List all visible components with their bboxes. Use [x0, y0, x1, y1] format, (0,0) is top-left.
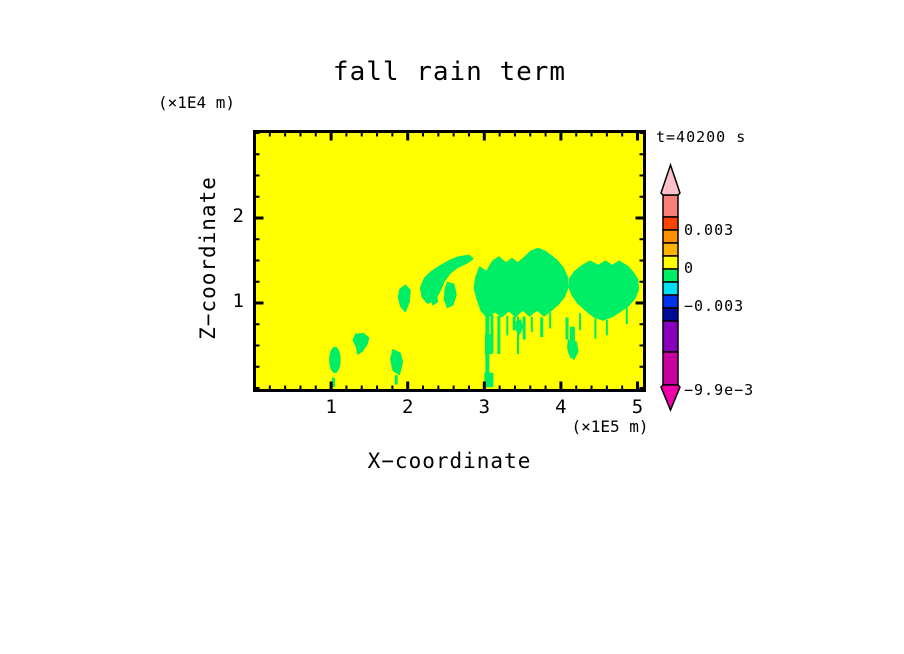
colorbar-label: 0	[684, 259, 695, 277]
colorbar-bottom-arrow	[660, 384, 681, 412]
colorbar-segment-8	[662, 307, 679, 322]
green-patch-right-mass	[568, 260, 640, 321]
z-axis-unit-label: (×1E4 m)	[158, 93, 236, 112]
z-tick-label: 2	[232, 205, 244, 227]
colorbar-segment-3	[662, 242, 679, 257]
colorbar-segment-1	[662, 216, 679, 231]
z-tick-label: 1	[232, 290, 244, 312]
green-patch-crescent-tail	[443, 281, 457, 309]
colorbar-segment-2	[662, 229, 679, 244]
chart-title: fall rain term	[332, 57, 567, 87]
colorbar-segment-0	[662, 194, 679, 218]
x-axis-title: X−coordinate	[367, 449, 532, 473]
green-patch-crescent-wing	[419, 254, 474, 304]
x-tick-label: 2	[401, 396, 414, 418]
z-axis-title: Z−coordinate	[196, 176, 220, 340]
colorbar-svg	[660, 162, 681, 412]
x-tick-label: 4	[555, 396, 567, 418]
x-tick-label: 1	[325, 396, 337, 418]
x-axis-unit-label: (×1E5 m)	[571, 417, 649, 436]
colorbar-segment-4	[662, 255, 679, 270]
x-tick-label: 5	[631, 396, 644, 418]
colorbar-segment-6	[662, 281, 679, 296]
colorbar-segment-9	[662, 320, 679, 353]
colorbar-segment-7	[662, 294, 679, 309]
colorbar-label: −0.003	[684, 297, 745, 315]
green-patch-fleck-below-crescent	[429, 293, 439, 306]
colorbar-segment-10	[662, 351, 679, 386]
colorbar-label: −9.9e−3	[684, 381, 755, 399]
time-label: t=40200 s	[656, 128, 747, 146]
plot-border	[253, 130, 646, 392]
colorbar-segment-5	[662, 268, 679, 283]
colorbar-top-arrow	[660, 162, 681, 196]
x-tick-label: 3	[478, 396, 491, 418]
green-patch-small-blob-pair	[397, 284, 411, 313]
green-patch-central-mass	[473, 247, 569, 319]
colorbar-label: 0.003	[684, 221, 735, 239]
green-patch-checkmark-blob	[352, 332, 370, 355]
green-patch-low-blob	[390, 349, 404, 376]
green-patch-lower-left-oval	[329, 346, 341, 374]
plot-svg	[253, 130, 646, 392]
